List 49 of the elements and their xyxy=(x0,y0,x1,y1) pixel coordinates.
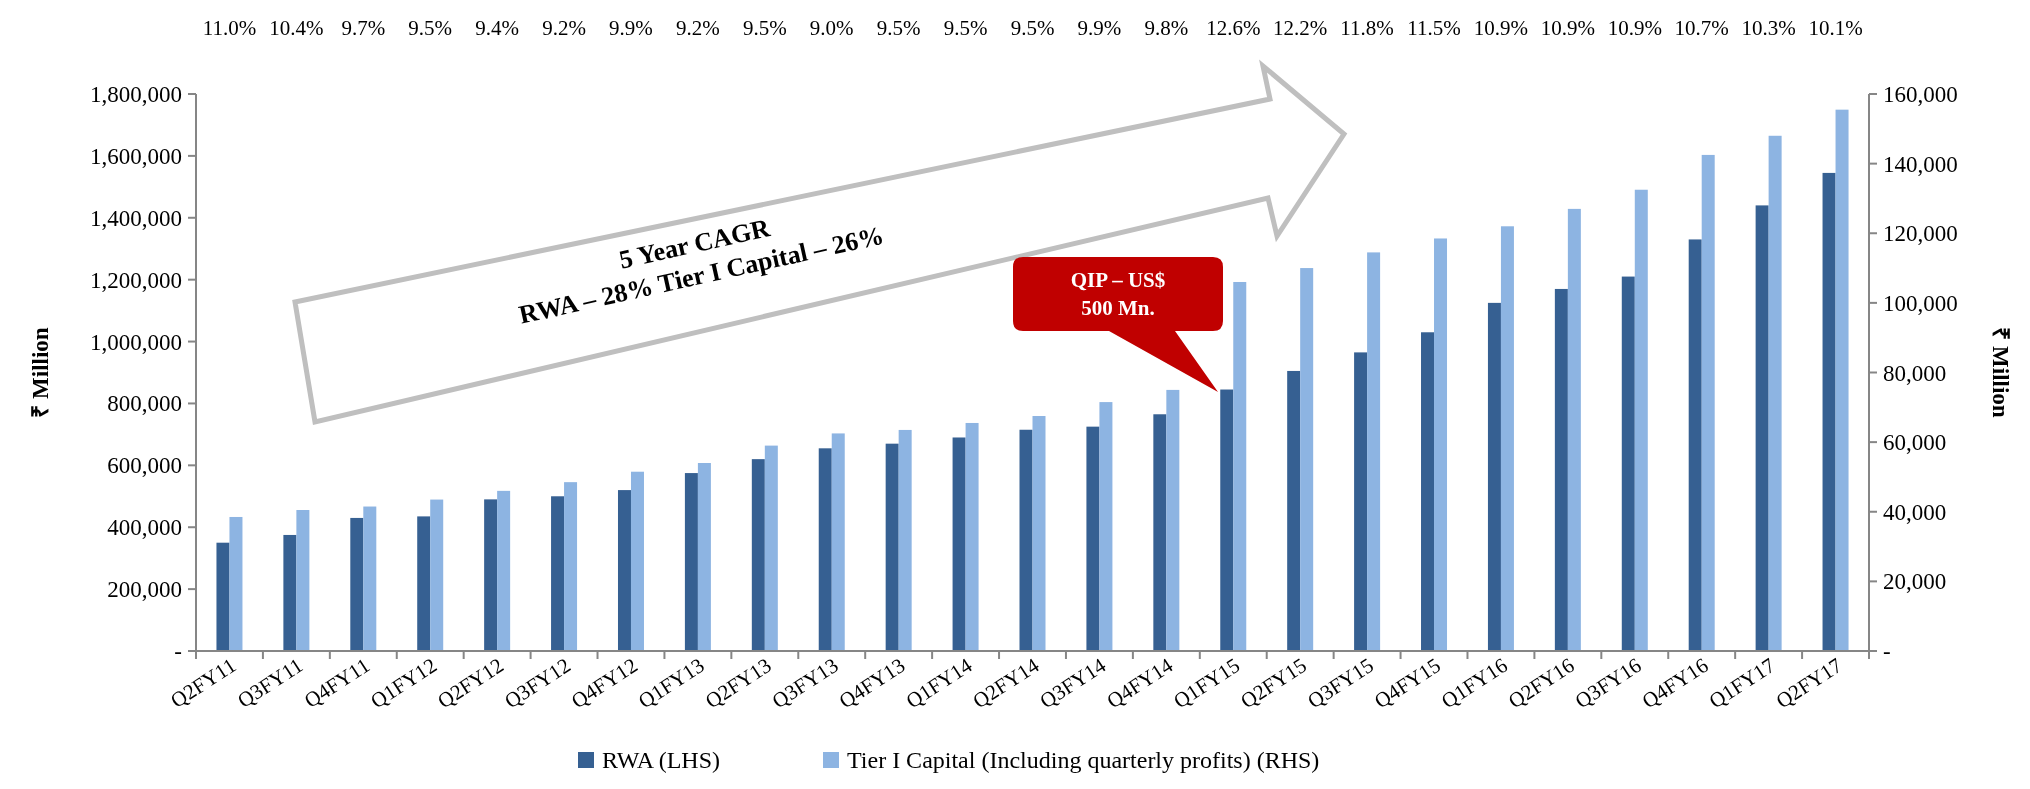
text: 10.4% xyxy=(269,16,324,40)
legend-label: RWA (LHS) xyxy=(602,747,721,773)
text: 9.5% xyxy=(742,16,787,40)
text: 9.9% xyxy=(609,16,653,40)
y-axis-title: ₹ Million xyxy=(28,327,53,418)
text: 10.1% xyxy=(1808,16,1863,40)
y2-axis-title: ₹ Million xyxy=(1988,327,2013,418)
text: 9.4% xyxy=(475,16,520,40)
y2-tick-label: 140,000 xyxy=(1883,151,1958,177)
text: 9.2% xyxy=(676,16,720,40)
text: 11.8% xyxy=(1340,16,1394,40)
text: 9.0% xyxy=(809,16,854,40)
text: 11.0% xyxy=(202,16,257,40)
y-tick-label: - xyxy=(174,639,182,664)
y-tick-label: 1,800,000 xyxy=(90,82,182,107)
y2-tick-label: 100,000 xyxy=(1883,290,1958,316)
text: 10.9% xyxy=(1540,16,1595,40)
text: 9.9% xyxy=(1077,16,1122,40)
y2-tick-label: 80,000 xyxy=(1883,360,1947,386)
text: 10.7% xyxy=(1674,16,1729,40)
y2-tick-label: 160,000 xyxy=(1883,82,1958,107)
y-tick-label: 1,600,000 xyxy=(90,143,182,169)
y-tick-label: 1,400,000 xyxy=(90,205,182,231)
text: 12.2% xyxy=(1273,16,1328,40)
text: 9.7% xyxy=(341,16,386,40)
text: 11.5% xyxy=(1407,16,1461,40)
y2-tick-label: 60,000 xyxy=(1883,430,1947,456)
text: 9.5% xyxy=(943,16,988,40)
y2-tick-label: - xyxy=(1883,639,1891,664)
y-tick-label: 400,000 xyxy=(107,515,182,541)
text: 10.3% xyxy=(1741,16,1796,40)
text: 10.9% xyxy=(1607,16,1662,40)
text: 9.2% xyxy=(542,16,586,40)
text: 10.9% xyxy=(1473,16,1529,40)
y-tick-label: 200,000 xyxy=(107,577,182,603)
y2-tick-label: 40,000 xyxy=(1883,499,1947,525)
text: 9.5% xyxy=(1010,16,1055,40)
y-tick-label: 600,000 xyxy=(107,453,182,479)
y2-tick-label: 120,000 xyxy=(1883,221,1958,247)
text: 9.8% xyxy=(1144,16,1189,40)
y2-tick-label: 20,000 xyxy=(1883,569,1947,595)
y-tick-label: 1,000,000 xyxy=(90,329,182,355)
annotation: QIP – US$ 500 Mn. xyxy=(1070,268,1166,320)
text: 9.5% xyxy=(408,16,453,40)
y-tick-label: 800,000 xyxy=(107,391,182,417)
text: 9.5% xyxy=(876,16,921,40)
legend-label: Tier I Capital (Including quarterly profits) (RHS) xyxy=(847,747,1320,773)
y-tick-label: 1,200,000 xyxy=(90,267,182,293)
text: 12.6% xyxy=(1206,16,1261,40)
